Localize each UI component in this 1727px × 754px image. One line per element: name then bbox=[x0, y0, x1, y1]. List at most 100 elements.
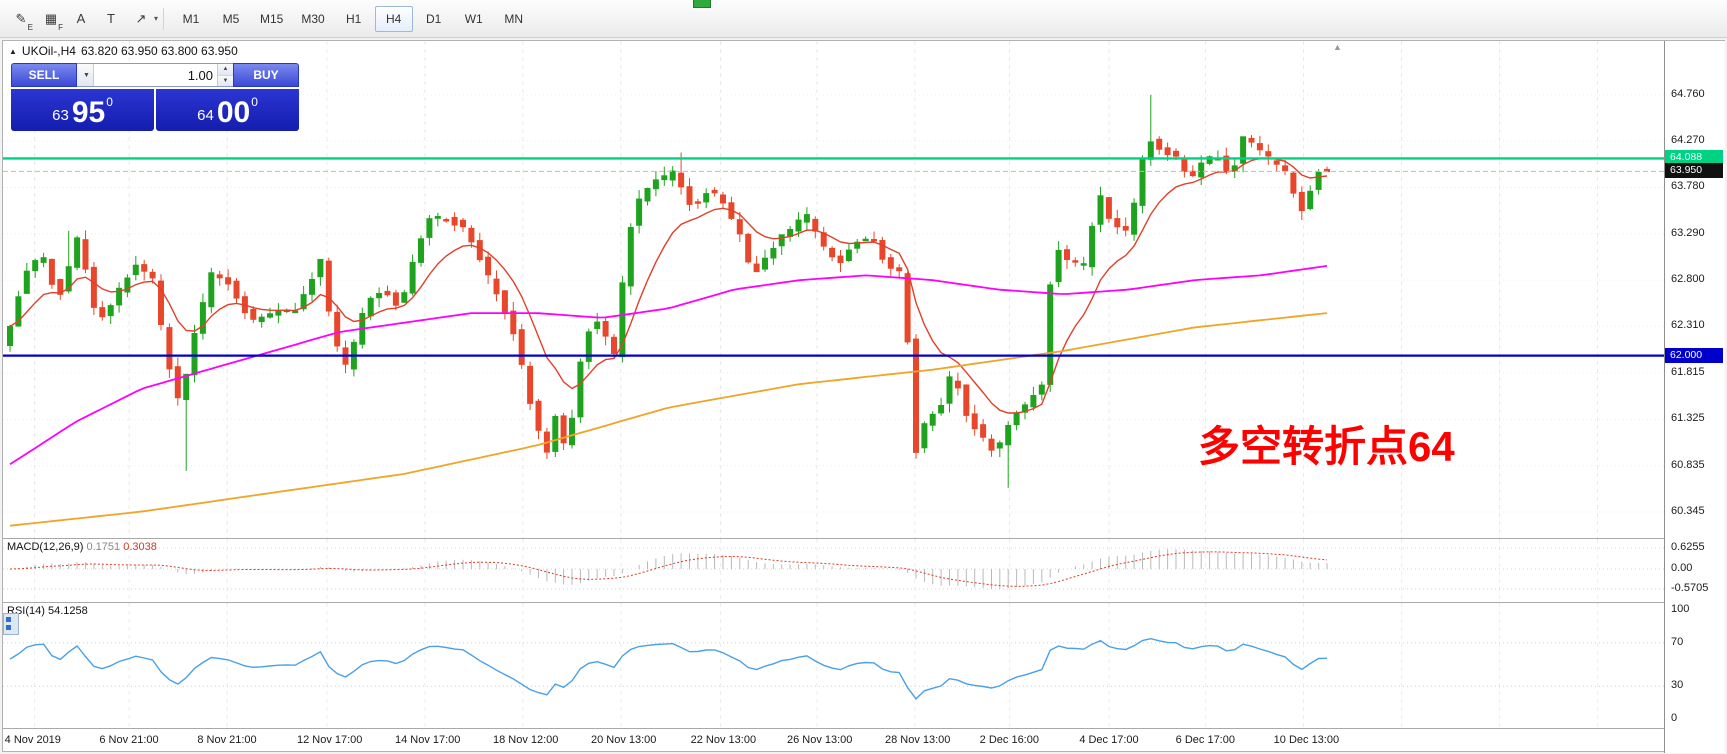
macd-svg[interactable] bbox=[3, 539, 1664, 602]
macd-value: 0.1751 bbox=[86, 541, 121, 553]
time-axis: 4 Nov 2019 6 Nov 21:00 8 Nov 21:00 12 Nov 1… bbox=[3, 729, 1664, 753]
price-axis-label: 64.760 bbox=[1671, 87, 1705, 100]
text-label-tool-icon[interactable]: A bbox=[76, 11, 86, 26]
macd-axis-label: -0.5705 bbox=[1671, 582, 1709, 594]
rsi-panel[interactable]: RSI(14) 54.1258 bbox=[3, 603, 1664, 728]
chart-ohlc-values: 63.820 63.950 63.800 63.950 bbox=[80, 44, 238, 58]
timeframe-w1[interactable]: W1 bbox=[464, 11, 483, 26]
docked-indicator-icon[interactable] bbox=[3, 613, 19, 635]
rsi-axis-label: 70 bbox=[1671, 635, 1684, 648]
price-axis-label: 61.815 bbox=[1671, 366, 1705, 379]
crayon-tool-icon-badge: E bbox=[27, 22, 33, 32]
blue-square-icon bbox=[6, 625, 11, 630]
time-axis-label: 4 Dec 17:00 bbox=[1079, 734, 1139, 746]
macd-label: MACD(12,26,9) 0.1751 0.3038 bbox=[7, 541, 157, 553]
drawing-tools-group: ✎ E ▦ F A T ↗ ▾ bbox=[6, 5, 158, 33]
timeframe-d1[interactable]: D1 bbox=[426, 11, 442, 26]
rsi-axis-label: 100 bbox=[1671, 603, 1690, 615]
macd-panel[interactable]: MACD(12,26,9) 0.1751 0.3038 bbox=[3, 539, 1664, 602]
blue-square-icon bbox=[6, 617, 11, 622]
time-axis-label: 6 Nov 21:00 bbox=[99, 734, 159, 746]
timeframe-h1[interactable]: H1 bbox=[346, 11, 362, 26]
volume-up-icon[interactable]: ▲ bbox=[218, 64, 233, 76]
one-click-trading-panel: SELL ▼ 1.00 ▲ ▼ BUY 63 95 0 bbox=[11, 63, 299, 131]
grid-tool-icon[interactable]: ▦ F bbox=[44, 10, 63, 32]
buy-price-int: 64 bbox=[197, 107, 214, 124]
buy-price-big: 00 bbox=[216, 96, 251, 129]
panel-separator-rsi[interactable] bbox=[3, 602, 1724, 603]
chevron-down-icon[interactable]: ▾ bbox=[153, 13, 158, 23]
time-axis-label: 26 Nov 13:00 bbox=[786, 734, 853, 746]
volume-dropdown-button[interactable]: ▼ bbox=[77, 64, 94, 86]
macd-name: MACD(12,26,9) bbox=[7, 541, 84, 553]
rsi-label: RSI(14) 54.1258 bbox=[7, 605, 88, 617]
price-axis-label: 62.310 bbox=[1671, 319, 1705, 332]
price-badge-blue: 62.000 bbox=[1665, 347, 1723, 363]
time-axis-label: 28 Nov 13:00 bbox=[884, 734, 951, 746]
volume-stepper: ▲ ▼ bbox=[217, 64, 233, 86]
sell-price-int: 63 bbox=[52, 107, 69, 124]
sell-price-big: 95 bbox=[71, 96, 106, 129]
chart-symbol-icon: ▲ bbox=[9, 46, 17, 56]
cropped-toolbar-icon bbox=[693, 0, 711, 8]
chart-text-annotation[interactable]: 多空转折点64 bbox=[1198, 423, 1455, 470]
chart-symbol-title: UKOil-,H4 bbox=[21, 44, 76, 58]
panel-separator-time[interactable] bbox=[3, 728, 1724, 729]
time-axis-label: 2 Dec 16:00 bbox=[979, 734, 1039, 746]
price-badge-black: 63.950 bbox=[1665, 163, 1723, 179]
rsi-axis-label: 30 bbox=[1671, 679, 1684, 692]
grid-tool-icon-badge: F bbox=[58, 22, 63, 32]
price-axis-label: 61.325 bbox=[1671, 412, 1705, 425]
buy-button[interactable]: BUY bbox=[233, 63, 299, 87]
timeframe-m30[interactable]: M30 bbox=[301, 11, 325, 26]
volume-input[interactable]: 1.00 bbox=[187, 68, 213, 83]
price-axis-label: 62.800 bbox=[1671, 273, 1705, 286]
chart-header: ▲ UKOil-,H4 63.820 63.950 63.800 63.950 bbox=[9, 44, 238, 58]
time-axis-label: 12 Nov 17:00 bbox=[296, 734, 363, 746]
macd-axis-label: 0.00 bbox=[1671, 562, 1693, 574]
time-axis-label: 6 Dec 17:00 bbox=[1175, 734, 1235, 746]
volume-box: ▼ 1.00 ▲ ▼ bbox=[77, 63, 233, 87]
price-badge-green: 64.088 bbox=[1665, 150, 1723, 166]
time-axis-label: 8 Nov 21:00 bbox=[197, 734, 257, 746]
rsi-svg[interactable] bbox=[3, 603, 1664, 728]
rsi-value: 54.1258 bbox=[47, 605, 88, 617]
panel-separator-macd[interactable] bbox=[3, 538, 1724, 539]
rsi-axis-label: 0 bbox=[1671, 712, 1678, 724]
price-axis-label: 60.835 bbox=[1671, 458, 1705, 471]
main-chart-panel[interactable]: ▲ UKOil-,H4 63.820 63.950 63.800 63.950 … bbox=[3, 41, 1664, 538]
time-axis-label: 14 Nov 17:00 bbox=[394, 734, 461, 746]
buy-price-display[interactable]: 64 00 0 bbox=[156, 89, 299, 131]
time-axis-label: 4 Nov 2019 bbox=[4, 734, 61, 746]
shapes-tool-icon[interactable]: ↗ ▾ bbox=[135, 10, 158, 26]
price-axis-label: 60.345 bbox=[1671, 505, 1705, 518]
macd-signal-value: 0.3038 bbox=[123, 541, 157, 553]
timeframe-h4[interactable]: H4 bbox=[374, 5, 413, 32]
sell-price-display[interactable]: 63 95 0 bbox=[11, 89, 154, 131]
time-axis-label: 22 Nov 13:00 bbox=[690, 734, 757, 746]
price-axis: 64.760 64.270 63.780 63.290 62.800 62.310 61.8… bbox=[1664, 41, 1725, 753]
buy-price-sup: 0 bbox=[251, 95, 258, 109]
timeframe-m5[interactable]: M5 bbox=[222, 11, 240, 26]
time-axis-label: 10 Dec 13:00 bbox=[1273, 734, 1340, 746]
timeframe-group: M1 M5 M15 M30 H1 H4 D1 W1 MN bbox=[171, 5, 534, 32]
main-chart-svg[interactable] bbox=[3, 41, 1664, 538]
price-axis-label: 64.270 bbox=[1671, 134, 1705, 147]
sell-price-sup: 0 bbox=[106, 95, 113, 109]
timeframe-m15[interactable]: M15 bbox=[260, 11, 284, 26]
macd-axis-label: 0.6255 bbox=[1671, 541, 1705, 553]
chart-window: ▲ UKOil-,H4 63.820 63.950 63.800 63.950 … bbox=[2, 40, 1725, 753]
price-axis-label: 63.780 bbox=[1671, 180, 1705, 193]
time-axis-label: 18 Nov 12:00 bbox=[492, 734, 559, 746]
time-axis-label: 20 Nov 13:00 bbox=[590, 734, 657, 746]
timeframe-mn[interactable]: MN bbox=[504, 11, 524, 26]
toolbar-separator bbox=[163, 7, 164, 30]
text-tool-icon[interactable]: T bbox=[107, 11, 115, 26]
sell-button[interactable]: SELL bbox=[11, 63, 77, 87]
scroll-marker-icon: ▲ bbox=[1333, 42, 1342, 52]
volume-down-icon[interactable]: ▼ bbox=[218, 75, 233, 86]
top-toolbar: ✎ E ▦ F A T ↗ ▾ M1 M5 M15 M30 H1 H4 D1 W1 MN bbox=[0, 0, 1727, 38]
crayon-tool-icon[interactable]: ✎ E bbox=[15, 10, 33, 32]
price-axis-label: 63.290 bbox=[1671, 226, 1705, 239]
timeframe-m1[interactable]: M1 bbox=[182, 11, 200, 26]
